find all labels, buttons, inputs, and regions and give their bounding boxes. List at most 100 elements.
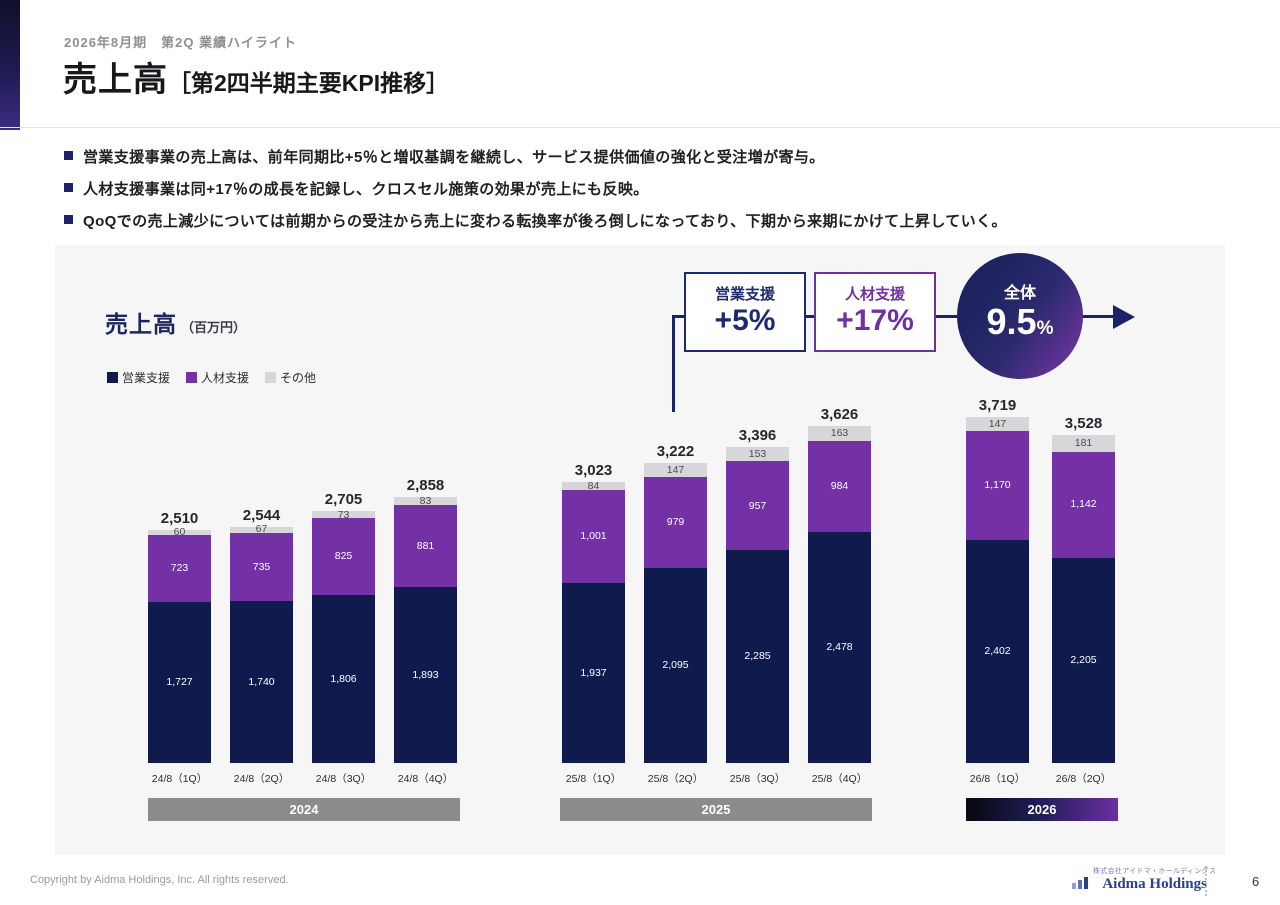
bar-group-2026: 3,719 147 1,170 2,402 26/8（1Q） 3,528 181 1,142 2… [966, 397, 1115, 785]
segment-その他: 181 [1052, 434, 1115, 452]
segment-value-label: 1,893 [412, 668, 439, 681]
segment-人材支援: 1,170 [966, 430, 1029, 540]
accent-bar [0, 0, 20, 130]
page-title-main: 売上高 [63, 61, 168, 99]
segment-その他: 67 [230, 523, 293, 536]
segment-value-label: 1,142 [1070, 498, 1097, 511]
bar-stack: 83 881 1,893 [394, 496, 457, 763]
segment-営業支援: 2,205 [1052, 557, 1115, 763]
bar-total-label: 3,222 [656, 443, 695, 461]
segment-営業支援: 2,285 [726, 550, 789, 763]
bar-25/8（4Q）: 3,626 163 984 2,478 25/8（4Q） [808, 406, 871, 785]
segment-value-label: 735 [252, 560, 271, 573]
segment-営業支援: 1,727 [148, 602, 211, 763]
bullet-square-icon [64, 151, 73, 160]
segment-人材支援: 979 [644, 477, 707, 569]
segment-営業支援: 1,893 [394, 586, 457, 763]
segment-人材支援: 1,001 [562, 489, 625, 583]
bar-category-label: 24/8（2Q） [233, 773, 290, 785]
bullet-item: QoQでの売上減少については前期からの受注から売上に変わる転換率が後ろ倒しになっ… [64, 210, 1007, 231]
segment-value-label: 984 [830, 480, 849, 493]
page-title: 売上高 ［第2四半期主要KPI推移］ [63, 52, 449, 101]
segment-営業支援: 1,806 [312, 594, 375, 763]
callout-circle-number: 9.5 [986, 301, 1037, 342]
page-number: 6 [1252, 874, 1260, 889]
legend-label: 人材支援 [201, 371, 250, 385]
bar-chart-plot: 2,510 60 723 1,727 24/8（1Q） 2,544 67 735 1,740 24… [55, 245, 1225, 855]
segment-value-label: 153 [748, 448, 767, 461]
segment-営業支援: 1,740 [230, 601, 293, 763]
bar-total-label: 3,396 [738, 427, 777, 445]
arrow-head-icon [1113, 305, 1135, 329]
bar-stack: 147 979 2,095 [644, 463, 707, 763]
bullet-square-icon [64, 215, 73, 224]
bar-category-label: 25/8（1Q） [565, 773, 622, 785]
segment-営業支援: 1,937 [562, 582, 625, 763]
callout-label: 営業支援 [714, 286, 775, 303]
bar-group-2025: 3,023 84 1,001 1,937 25/8（1Q） 3,222 147 979 2,09… [562, 406, 871, 785]
bullet-item: 人材支援事業は同+17％の成長を記録し、クロスセル施策の効果が売上にも反映。 [64, 178, 1007, 199]
segment-value-label: 147 [988, 417, 1007, 430]
logo-text: 株式会社アイドマ・ホールディングス Aidma Holdings [1093, 866, 1216, 893]
callout-circle-percent-sign: % [1036, 318, 1054, 339]
bar-stack: 84 1,001 1,937 [562, 479, 625, 763]
segment-value-label: 2,205 [1070, 654, 1097, 667]
segment-その他: 73 [312, 510, 375, 520]
bullet-text: QoQでの売上減少については前期からの受注から売上に変わる転換率が後ろ倒しになっ… [83, 213, 1007, 230]
bar-category-label: 25/8（4Q） [811, 773, 868, 785]
segment-value-label: 1,937 [580, 666, 607, 679]
segment-人材支援: 984 [808, 440, 871, 533]
company-logo: 株式会社アイドマ・ホールディングス Aidma Holdings [1072, 866, 1216, 893]
bar-total-label: 3,719 [978, 397, 1017, 415]
segment-value-label: 1,170 [984, 478, 1011, 491]
legend-item-営業支援: 営業支援 [107, 369, 170, 386]
bar-stack: 163 984 2,478 [808, 425, 871, 763]
segment-営業支援: 2,478 [808, 532, 871, 763]
segment-人材支援: 957 [726, 461, 789, 551]
segment-value-label: 147 [666, 463, 685, 476]
segment-value-label: 60 [173, 526, 186, 539]
bar-stack: 73 825 1,806 [312, 510, 375, 763]
chart-title-text: 売上高 [105, 311, 177, 337]
legend-item-その他: その他 [265, 369, 316, 386]
segment-営業支援: 2,095 [644, 568, 707, 763]
chart-panel: 売上高 （百万円） 営業支援 人材支援 その他 営業支援 +5% 人材支援 +17%… [55, 245, 1225, 855]
year-band-2025: 2025 [560, 798, 872, 821]
segment-その他: 163 [808, 425, 871, 441]
legend-swatch-icon [265, 372, 277, 383]
bar-stack: 153 957 2,285 [726, 447, 789, 763]
bar-24/8（4Q）: 2,858 83 881 1,893 24/8（4Q） [394, 477, 457, 785]
segment-value-label: 67 [255, 523, 268, 536]
segment-人材支援: 723 [148, 535, 211, 603]
segment-その他: 84 [562, 479, 625, 492]
callout-sales-support: 営業支援 +5% [684, 272, 806, 352]
bar-25/8（1Q）: 3,023 84 1,001 1,937 25/8（1Q） [562, 462, 625, 785]
bar-category-label: 24/8（3Q） [315, 773, 372, 785]
segment-その他: 60 [148, 526, 211, 539]
bar-total-label: 3,023 [574, 461, 613, 479]
bar-category-label: 24/8（4Q） [397, 773, 454, 785]
bar-total-label: 3,626 [820, 405, 859, 423]
bar-group-2024: 2,510 60 723 1,727 24/8（1Q） 2,544 67 735 1,740 24… [148, 477, 457, 785]
bar-stack: 181 1,142 2,205 [1052, 434, 1115, 763]
segment-value-label: 84 [587, 479, 600, 492]
segment-value-label: 181 [1074, 436, 1093, 449]
logo-bars-icon [1072, 877, 1088, 893]
bar-category-label: 25/8（3Q） [729, 773, 786, 785]
bar-26/8（2Q）: 3,528 181 1,142 2,205 26/8（2Q） [1052, 415, 1115, 785]
callout-hr-support: 人材支援 +17% [814, 272, 936, 352]
footer-copyright: Copyright by Aidma Holdings, Inc. All ri… [30, 874, 289, 886]
segment-value-label: 2,285 [744, 650, 771, 663]
segment-その他: 153 [726, 447, 789, 462]
segment-value-label: 979 [666, 516, 685, 529]
legend-item-人材支援: 人材支援 [186, 369, 249, 386]
bar-category-label: 26/8（2Q） [1055, 773, 1112, 785]
legend-label: その他 [280, 371, 317, 385]
year-band-2026: 2026 [966, 798, 1118, 821]
arrow-line-vertical [672, 315, 675, 412]
callout-circle-label: 全体 [1003, 285, 1036, 302]
bar-total-label: 2,858 [406, 477, 445, 495]
segment-value-label: 2,478 [826, 641, 853, 654]
segment-value-label: 2,095 [662, 659, 689, 672]
bar-category-label: 25/8（2Q） [647, 773, 704, 785]
